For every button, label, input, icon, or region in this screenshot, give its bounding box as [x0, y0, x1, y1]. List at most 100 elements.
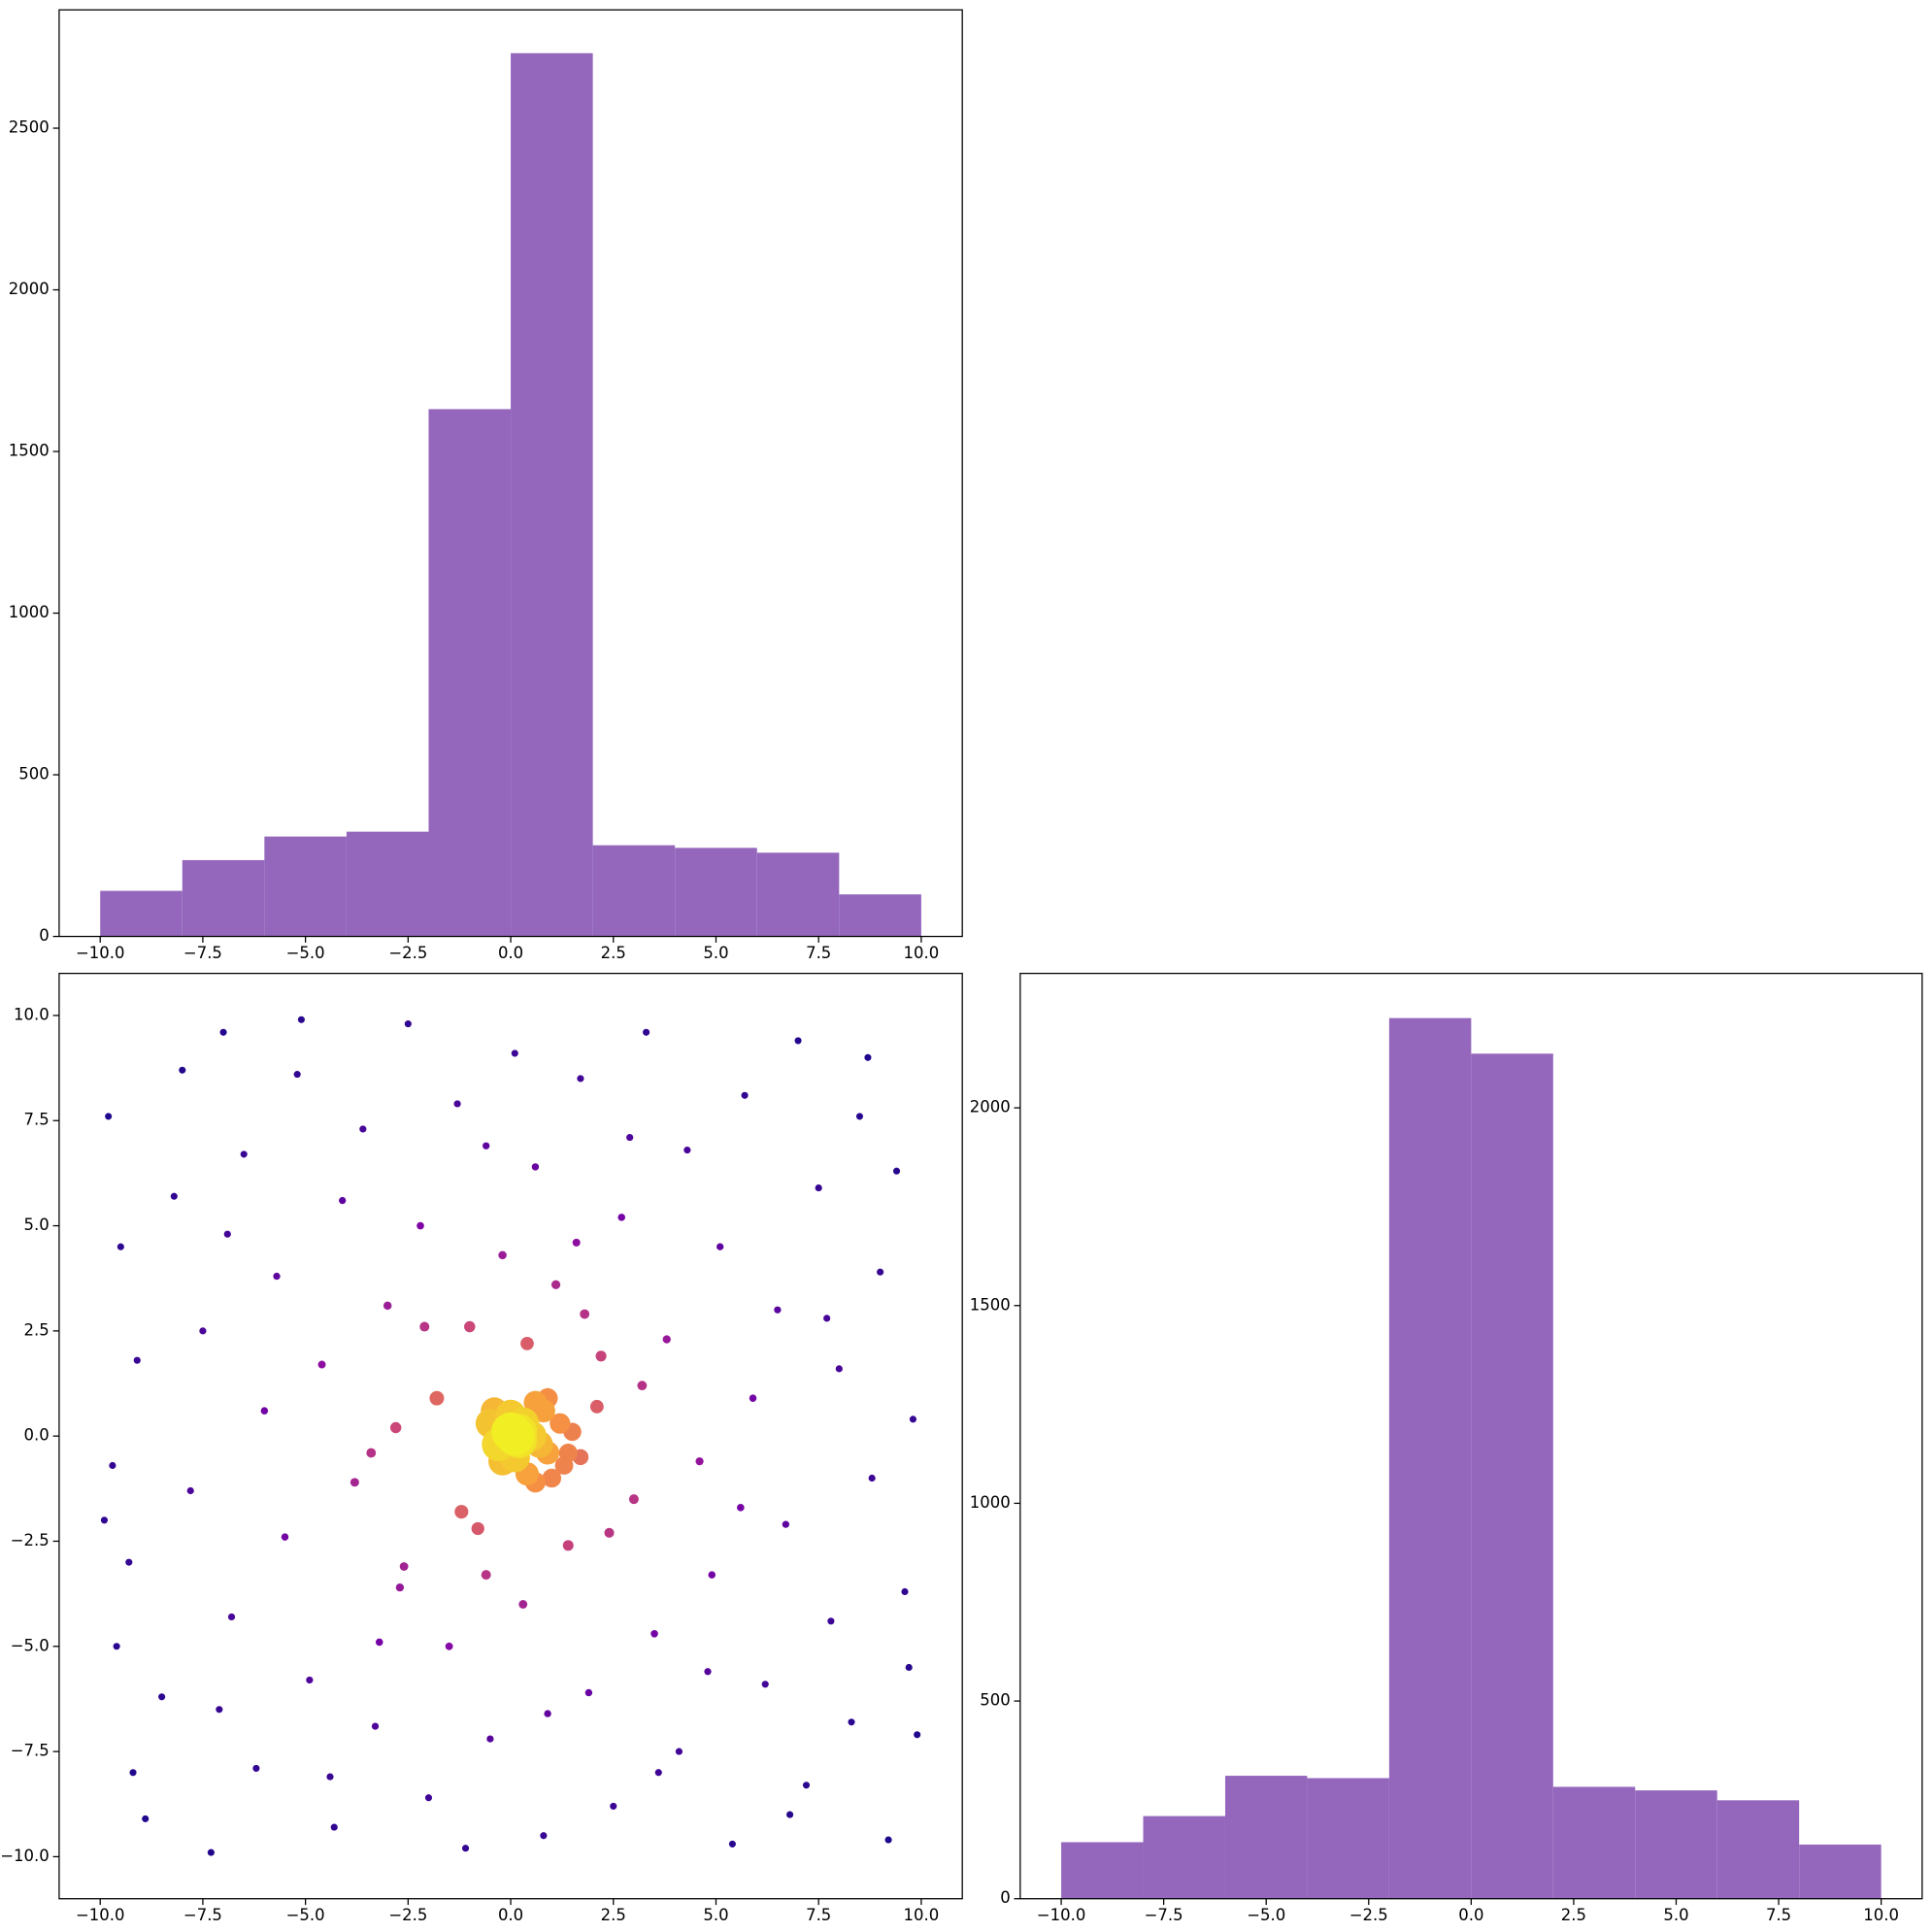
point	[654, 1769, 662, 1777]
x-tick-label: 2.5	[601, 1906, 626, 1924]
point	[550, 1280, 561, 1289]
point	[273, 1272, 281, 1281]
point	[109, 1461, 117, 1470]
point	[252, 1764, 260, 1772]
point	[626, 1133, 634, 1142]
x-tick-label: 5.0	[1663, 1906, 1688, 1924]
point	[558, 1443, 578, 1463]
point	[281, 1533, 289, 1541]
point	[628, 1494, 639, 1505]
point	[540, 1832, 548, 1840]
point	[695, 1457, 704, 1466]
point	[520, 1336, 534, 1350]
point	[877, 1268, 884, 1276]
point	[445, 1642, 453, 1650]
point	[471, 1521, 484, 1536]
bar	[1471, 1053, 1553, 1899]
point	[786, 1811, 794, 1818]
x-tick-label: −5.0	[1247, 1906, 1285, 1924]
bar	[346, 831, 429, 937]
point	[892, 1167, 901, 1175]
point	[100, 1516, 108, 1524]
point	[113, 1643, 120, 1650]
point	[219, 1028, 227, 1036]
point	[683, 1146, 691, 1154]
x-tick-label: 5.0	[703, 944, 728, 962]
point	[782, 1520, 790, 1528]
point	[518, 1600, 528, 1609]
point	[483, 1142, 490, 1149]
point	[453, 1100, 461, 1108]
x-tick-label: 2.5	[1561, 1906, 1586, 1924]
point	[125, 1558, 133, 1566]
point	[461, 1845, 470, 1852]
y-tick-label: 1000	[970, 1493, 1011, 1512]
bar	[1552, 1786, 1636, 1899]
point	[643, 1028, 650, 1036]
point	[297, 1016, 305, 1023]
bar	[839, 894, 921, 937]
y-tick-label: 7.5	[24, 1111, 50, 1129]
x-tick-label: −2.5	[388, 944, 427, 962]
point	[395, 1582, 405, 1592]
point	[293, 1071, 301, 1079]
point	[542, 1468, 562, 1488]
bar	[182, 859, 265, 937]
bar	[1799, 1844, 1882, 1899]
y-tick-label: 1500	[970, 1295, 1011, 1314]
point	[326, 1773, 334, 1781]
point	[429, 1390, 445, 1406]
y-tick-label: 1500	[9, 442, 50, 460]
y-tick-label: 2.5	[24, 1320, 50, 1339]
point	[662, 1335, 671, 1344]
y-tick-label: 2000	[9, 280, 50, 298]
point	[260, 1407, 269, 1415]
point	[339, 1196, 347, 1205]
point	[142, 1815, 150, 1822]
point	[827, 1617, 835, 1625]
point	[716, 1243, 724, 1250]
point	[761, 1681, 769, 1688]
x-tick-label: −5.0	[286, 1906, 325, 1924]
point	[610, 1802, 617, 1810]
point	[186, 1486, 194, 1495]
y-tick-label: 0	[39, 926, 50, 945]
point	[774, 1306, 782, 1314]
x-tick-label: −10.0	[76, 1906, 125, 1924]
point	[741, 1091, 749, 1099]
point	[454, 1505, 469, 1519]
point	[416, 1221, 424, 1230]
point	[749, 1394, 757, 1402]
bar	[428, 409, 512, 937]
y-tick-label: −10.0	[0, 1847, 50, 1865]
point	[359, 1125, 367, 1133]
bar	[1716, 1800, 1800, 1899]
point	[617, 1214, 625, 1221]
point	[511, 1049, 518, 1057]
y-tick-label: 2500	[9, 118, 50, 137]
point	[589, 1399, 604, 1414]
panel: −10.0 −7.5 −5.0 −2.5 0.0 2.5 5.0 7.5 10.0 −10.0 −7…	[0, 972, 963, 1924]
x-tick-label: −7.5	[183, 1906, 222, 1924]
y-tick-label: −2.5	[11, 1531, 50, 1549]
bar	[1224, 1776, 1308, 1899]
point	[708, 1571, 716, 1579]
point	[158, 1693, 166, 1701]
point	[227, 1613, 236, 1621]
x-tick-label: 0.0	[498, 1906, 523, 1924]
x-tick-label: 10.0	[904, 1906, 940, 1924]
bar	[756, 852, 840, 937]
point	[223, 1230, 231, 1238]
panel: −10.0 −7.5 −5.0 −2.5 0.0 2.5 5.0 7.5 10.0 0 500 100…	[970, 972, 1923, 1924]
point	[704, 1668, 712, 1676]
point	[371, 1722, 380, 1730]
x-tick-label: −10.0	[1037, 1906, 1086, 1924]
panel: −10.0 −7.5 −5.0 −2.5 0.0 2.5 5.0 7.5 10.0 0 500 100…	[9, 9, 963, 962]
point	[580, 1309, 590, 1319]
point	[823, 1315, 831, 1322]
point	[117, 1243, 124, 1250]
point	[179, 1066, 186, 1074]
x-tick-label: 0.0	[498, 944, 523, 962]
point	[240, 1150, 248, 1158]
